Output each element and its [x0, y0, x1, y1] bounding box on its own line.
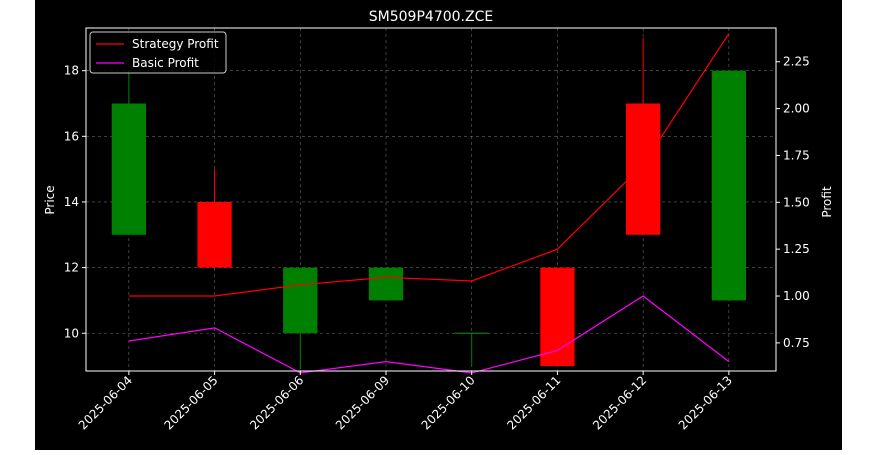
grid-lines	[86, 28, 776, 371]
candle-body	[197, 201, 232, 268]
left-tick-label: 10	[64, 326, 79, 340]
x-tick-label: 2025-06-12	[590, 373, 649, 432]
strategy-profit-line	[128, 33, 730, 297]
candles	[111, 37, 746, 370]
legend-strategy-label: Strategy Profit	[132, 37, 219, 51]
x-tick-label: 2025-06-05	[161, 373, 220, 432]
right-axis-ticks: 0.75 1.00 1.25 1.50 1.75 2.00 2.25	[776, 55, 810, 350]
x-tick-label: 2025-06-06	[247, 373, 306, 432]
right-tick-label: 1.00	[783, 289, 810, 303]
x-tick-label: 2025-06-13	[676, 373, 735, 432]
candle-body	[283, 267, 318, 334]
x-tick-label: 2025-06-11	[504, 373, 563, 432]
left-axis-ticks: 10 12 14 16 18	[64, 64, 86, 340]
right-tick-label: 2.00	[783, 102, 810, 116]
right-axis-label: Profit	[820, 186, 834, 218]
right-tick-label: 1.50	[783, 195, 810, 209]
candle-body	[111, 103, 146, 235]
left-tick-label: 12	[64, 261, 79, 275]
right-tick-label: 1.75	[783, 148, 810, 162]
x-tick-label: 2025-06-10	[419, 373, 478, 432]
x-tick-label: 2025-06-09	[333, 373, 392, 432]
candle-body	[626, 103, 661, 235]
chart-figure: SM509P4700.ZCE 10 12 14 16 18 0.75 1.00 1.25 1.…	[35, 0, 842, 450]
plot-frame	[85, 27, 777, 372]
right-tick-label: 2.25	[783, 55, 810, 69]
chart-svg: SM509P4700.ZCE 10 12 14 16 18 0.75 1.00 1.25 1.…	[43, 9, 834, 432]
x-axis-ticks: 2025-06-04 2025-06-05 2025-06-06 2025-06-09…	[76, 371, 735, 432]
left-tick-label: 14	[64, 195, 79, 209]
candle-body	[368, 267, 404, 301]
candle-body	[540, 267, 575, 367]
left-axis-label: Price	[43, 185, 57, 214]
left-tick-label: 16	[64, 129, 79, 143]
legend-basic-label: Basic Profit	[132, 56, 199, 70]
legend: Strategy Profit Basic Profit	[89, 31, 227, 74]
left-tick-label: 18	[64, 64, 79, 78]
profit-lines	[128, 33, 730, 374]
candle-body	[711, 70, 746, 301]
right-tick-label: 1.25	[783, 242, 810, 256]
basic-profit-line	[128, 295, 730, 374]
chart-title: SM509P4700.ZCE	[369, 9, 493, 25]
x-tick-label: 2025-06-04	[76, 373, 135, 432]
right-tick-label: 0.75	[783, 336, 810, 350]
